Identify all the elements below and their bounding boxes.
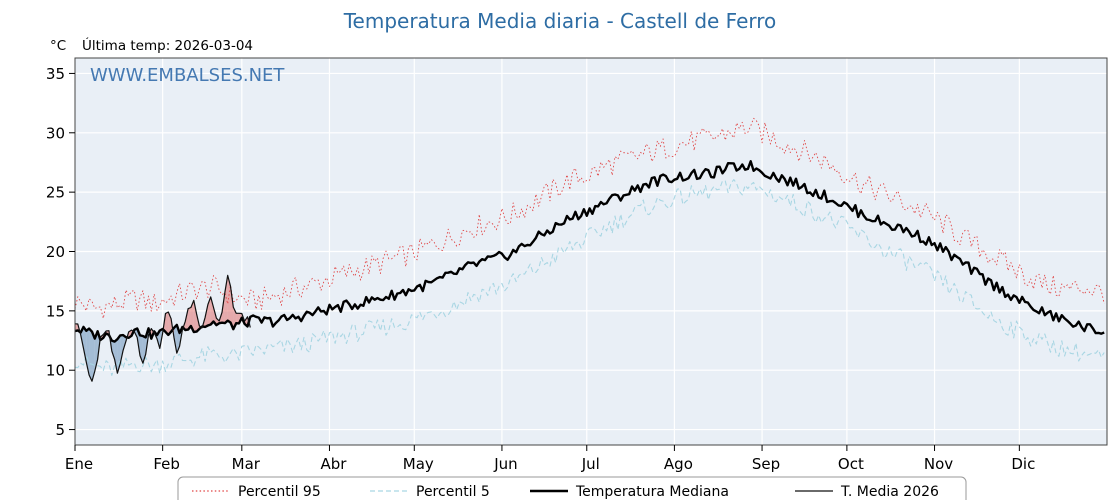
x-tick-label: Dic	[1011, 455, 1035, 473]
fill-above-median	[75, 323, 78, 332]
fill-below-median	[89, 328, 92, 382]
x-tick-label: Ene	[65, 455, 93, 473]
fill-above-median	[236, 313, 239, 324]
fill-above-median	[224, 275, 228, 324]
x-tick-label: May	[403, 455, 434, 473]
fill-above-median	[188, 307, 191, 330]
x-tick-label: Feb	[153, 455, 180, 473]
y-tick-label: 10	[46, 362, 65, 380]
fill-below-median	[83, 326, 87, 363]
y-tick-label: 5	[55, 421, 65, 439]
x-tick-label: Mar	[232, 455, 261, 473]
x-tick-label: Jun	[493, 455, 517, 473]
y-tick-label: 15	[46, 302, 65, 320]
last-temp-label: Última temp: 2026-03-04	[82, 36, 253, 54]
fill-above-median	[165, 312, 169, 335]
chart-title: Temperatura Media diaria - Castell de Fe…	[343, 9, 777, 33]
fill-above-median	[230, 286, 234, 330]
watermark: WWW.EMBALSES.NET	[90, 65, 285, 86]
legend-label-mediana: Temperatura Mediana	[575, 484, 729, 500]
x-tick-label: Abr	[320, 455, 347, 473]
x-tick-label: Nov	[924, 455, 953, 473]
y-axis-unit-label: °C	[50, 38, 66, 54]
y-tick-label: 35	[46, 65, 65, 83]
y-tick-label: 30	[46, 124, 65, 142]
y-tick-label: 25	[46, 184, 65, 202]
fill-below-median	[114, 339, 118, 374]
legend: Percentil 95 Percentil 5 Temperatura Med…	[177, 476, 967, 500]
series-line-0	[74, 117, 1105, 319]
series-line-2	[74, 160, 1105, 343]
fill-below-median	[92, 331, 95, 382]
legend-box	[177, 476, 967, 500]
x-tick-label: Jul	[581, 455, 600, 473]
y-tick-label: 20	[46, 243, 65, 261]
fill-above-median	[193, 300, 197, 332]
series-line-3	[74, 274, 251, 382]
plot-area: 5 10 15 20 25 30 35 Ene Feb Mar Abr May Jun Jul Ago Sep…	[46, 57, 1108, 473]
fill-above-median	[190, 300, 194, 332]
legend-label-tmedia2026: T. Media 2026	[840, 484, 939, 500]
fill-below-median	[111, 340, 115, 360]
x-tick-label: Ago	[664, 455, 693, 473]
legend-label-percentil5: Percentil 5	[416, 484, 490, 500]
x-tick-label: Sep	[752, 455, 780, 473]
series-line-1	[74, 179, 1105, 376]
legend-label-percentil95: Percentil 95	[238, 484, 321, 500]
fill-above-median	[210, 296, 214, 325]
x-tick-label: Oct	[838, 455, 864, 473]
fill-below-median	[120, 335, 124, 364]
